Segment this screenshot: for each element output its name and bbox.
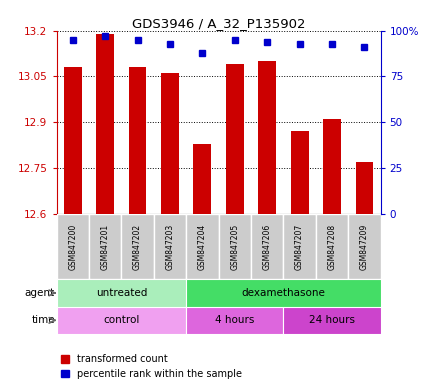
Bar xyxy=(290,131,308,214)
Bar xyxy=(89,214,121,279)
Text: dexamethasone: dexamethasone xyxy=(241,288,325,298)
Text: GSM847200: GSM847200 xyxy=(68,223,77,270)
Text: agent: agent xyxy=(25,288,55,298)
Text: 24 hours: 24 hours xyxy=(308,315,354,325)
Title: GDS3946 / A_32_P135902: GDS3946 / A_32_P135902 xyxy=(132,17,305,30)
Bar xyxy=(56,279,186,306)
Bar xyxy=(96,34,114,214)
Text: 4 hours: 4 hours xyxy=(214,315,254,325)
Text: GSM847203: GSM847203 xyxy=(165,223,174,270)
Text: GSM847201: GSM847201 xyxy=(100,223,109,270)
Text: GSM847208: GSM847208 xyxy=(327,223,336,270)
Bar xyxy=(355,162,372,214)
Bar xyxy=(56,306,186,334)
Text: GSM847205: GSM847205 xyxy=(230,223,239,270)
Text: GSM847209: GSM847209 xyxy=(359,223,368,270)
Legend: transformed count, percentile rank within the sample: transformed count, percentile rank withi… xyxy=(61,354,241,379)
Bar xyxy=(250,214,283,279)
Bar xyxy=(186,306,283,334)
Bar xyxy=(218,214,250,279)
Bar xyxy=(348,214,380,279)
Bar xyxy=(193,144,211,214)
Bar xyxy=(121,214,154,279)
Bar xyxy=(258,61,276,214)
Bar xyxy=(322,119,340,214)
Bar xyxy=(56,214,89,279)
Text: time: time xyxy=(31,315,55,325)
Bar xyxy=(283,306,380,334)
Bar xyxy=(225,64,243,214)
Bar xyxy=(64,67,82,214)
Bar xyxy=(154,214,186,279)
Text: control: control xyxy=(103,315,139,325)
Bar xyxy=(315,214,347,279)
Text: GSM847206: GSM847206 xyxy=(262,223,271,270)
Text: GSM847207: GSM847207 xyxy=(294,223,303,270)
Text: GSM847204: GSM847204 xyxy=(197,223,207,270)
Bar xyxy=(161,73,178,214)
Bar xyxy=(283,214,315,279)
Bar xyxy=(128,67,146,214)
Bar xyxy=(186,214,218,279)
Text: GSM847202: GSM847202 xyxy=(133,223,142,270)
Bar xyxy=(186,279,380,306)
Text: untreated: untreated xyxy=(95,288,147,298)
